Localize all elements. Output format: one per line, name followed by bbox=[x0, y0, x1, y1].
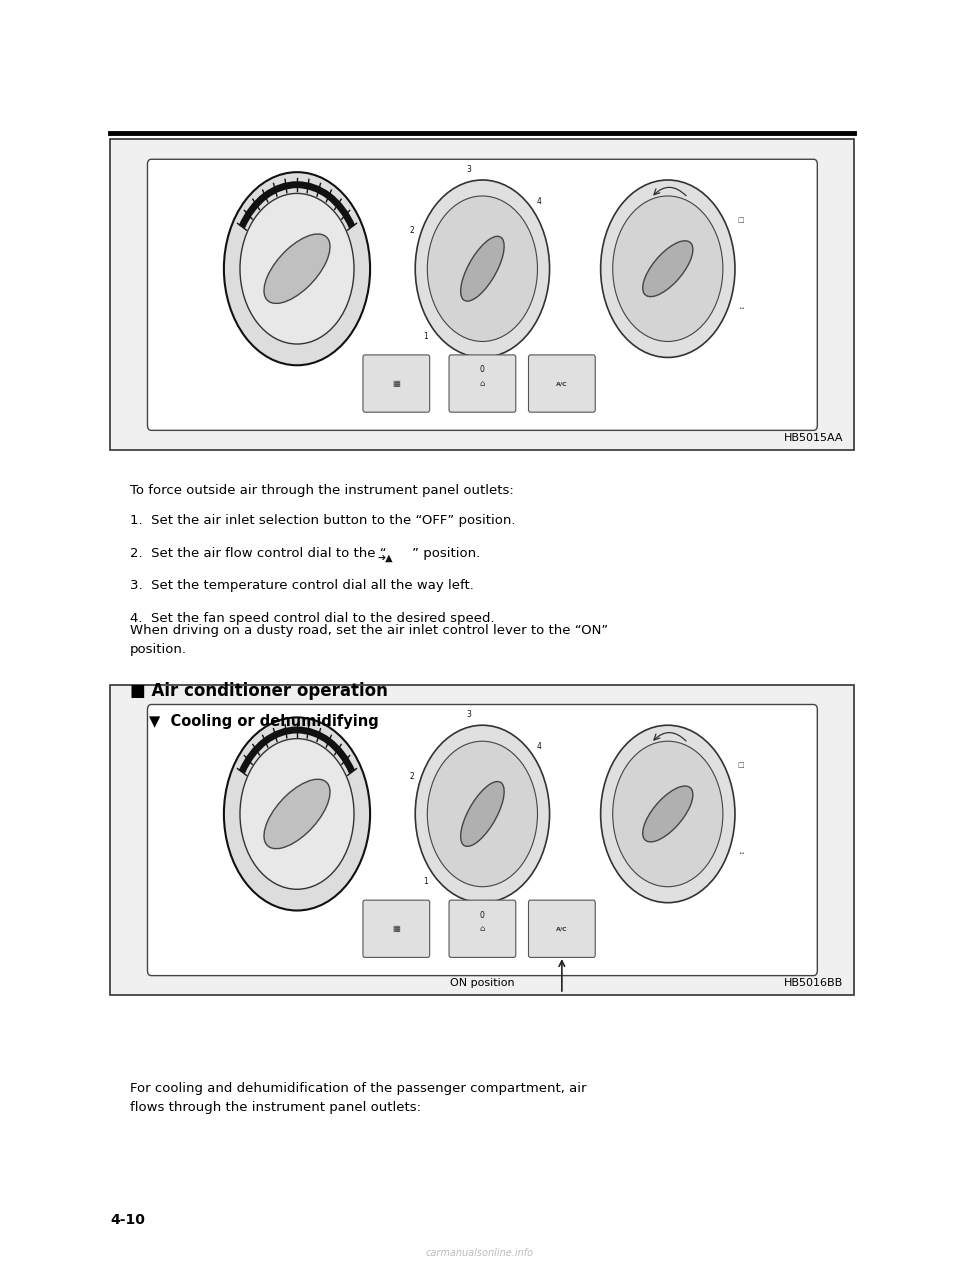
Circle shape bbox=[224, 172, 371, 365]
Text: 4-10: 4-10 bbox=[110, 1213, 145, 1227]
Text: 1: 1 bbox=[423, 877, 428, 886]
Ellipse shape bbox=[461, 781, 504, 847]
FancyBboxPatch shape bbox=[148, 160, 817, 430]
Text: 4: 4 bbox=[537, 197, 541, 205]
Text: ➔▲: ➔▲ bbox=[377, 553, 393, 563]
FancyBboxPatch shape bbox=[110, 685, 854, 995]
FancyBboxPatch shape bbox=[363, 900, 430, 957]
Circle shape bbox=[224, 718, 371, 910]
Circle shape bbox=[601, 725, 735, 903]
Circle shape bbox=[416, 725, 549, 903]
Circle shape bbox=[416, 180, 549, 358]
Ellipse shape bbox=[264, 235, 330, 303]
Circle shape bbox=[612, 197, 723, 341]
Circle shape bbox=[601, 180, 735, 358]
Text: ▦: ▦ bbox=[393, 924, 400, 933]
Text: 2: 2 bbox=[409, 771, 414, 781]
Text: ■ Air conditioner operation: ■ Air conditioner operation bbox=[130, 682, 388, 700]
FancyBboxPatch shape bbox=[110, 139, 854, 450]
Text: A/C: A/C bbox=[556, 927, 567, 931]
Circle shape bbox=[240, 739, 354, 889]
FancyBboxPatch shape bbox=[449, 900, 516, 957]
Text: For cooling and dehumidification of the passenger compartment, air
flows through: For cooling and dehumidification of the … bbox=[130, 1082, 587, 1113]
Ellipse shape bbox=[643, 786, 693, 842]
Text: ON position: ON position bbox=[450, 978, 515, 988]
Text: 2.  Set the air flow control dial to the “      ” position.: 2. Set the air flow control dial to the … bbox=[130, 547, 480, 559]
Ellipse shape bbox=[264, 780, 330, 848]
Text: 1.  Set the air inlet selection button to the “OFF” position.: 1. Set the air inlet selection button to… bbox=[130, 514, 516, 526]
Text: ▼  Cooling or dehumidifying: ▼ Cooling or dehumidifying bbox=[149, 714, 378, 729]
Text: ••: •• bbox=[738, 306, 745, 311]
FancyBboxPatch shape bbox=[529, 355, 595, 412]
Circle shape bbox=[427, 197, 538, 341]
Text: When driving on a dusty road, set the air inlet control lever to the “ON”
positi: When driving on a dusty road, set the ai… bbox=[130, 624, 608, 656]
Text: ⌂: ⌂ bbox=[480, 379, 485, 388]
Ellipse shape bbox=[643, 241, 693, 297]
Ellipse shape bbox=[461, 236, 504, 302]
Text: ▦: ▦ bbox=[393, 379, 400, 388]
Text: carmanualsonline.info: carmanualsonline.info bbox=[426, 1248, 534, 1258]
FancyBboxPatch shape bbox=[449, 355, 516, 412]
Text: 4: 4 bbox=[537, 742, 541, 751]
Text: □: □ bbox=[737, 217, 744, 223]
FancyBboxPatch shape bbox=[529, 900, 595, 957]
Text: 3.  Set the temperature control dial all the way left.: 3. Set the temperature control dial all … bbox=[130, 579, 473, 592]
Text: ••: •• bbox=[738, 851, 745, 856]
Text: A/C: A/C bbox=[556, 382, 567, 385]
Text: ⌂: ⌂ bbox=[480, 924, 485, 933]
Text: 3: 3 bbox=[467, 165, 471, 174]
Text: 0: 0 bbox=[480, 365, 485, 374]
Text: 1: 1 bbox=[423, 332, 428, 341]
Text: 3: 3 bbox=[467, 710, 471, 719]
Text: 2: 2 bbox=[409, 226, 414, 236]
Text: □: □ bbox=[737, 762, 744, 768]
Text: 4.  Set the fan speed control dial to the desired speed.: 4. Set the fan speed control dial to the… bbox=[130, 612, 494, 625]
Text: To force outside air through the instrument panel outlets:: To force outside air through the instrum… bbox=[130, 484, 514, 497]
Circle shape bbox=[240, 194, 354, 344]
Circle shape bbox=[427, 742, 538, 886]
Text: HB5015AA: HB5015AA bbox=[783, 432, 843, 443]
Circle shape bbox=[612, 742, 723, 886]
Text: HB5016BB: HB5016BB bbox=[783, 978, 843, 988]
FancyBboxPatch shape bbox=[148, 705, 817, 975]
FancyBboxPatch shape bbox=[363, 355, 430, 412]
Text: 0: 0 bbox=[480, 910, 485, 919]
